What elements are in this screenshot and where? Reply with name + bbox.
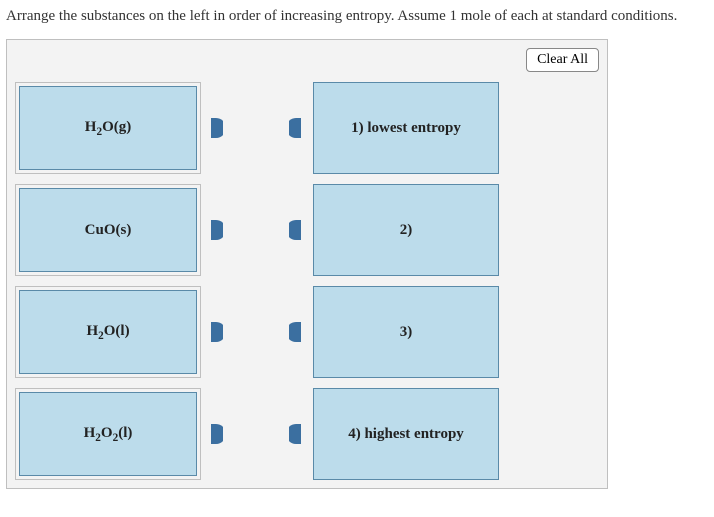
source-tile-h2o-l[interactable]: H2O(l) (19, 290, 197, 374)
target-label: 1) lowest entropy (351, 120, 461, 137)
row-2: CuO(s) 2) (15, 184, 599, 276)
source-slot-h2o2-l: H2O2(l) (15, 388, 201, 480)
drag-handle-right-icon[interactable] (211, 424, 225, 444)
question-text: Arrange the substances on the left in or… (0, 0, 714, 39)
row-1: H2O(g) 1) lowest entropy (15, 82, 599, 174)
target-label: 3) (400, 324, 413, 341)
drag-arena: Clear All H2O(g) 1) lowest entropy CuO(s) 2… (6, 39, 608, 489)
target-label: 4) highest entropy (348, 426, 464, 443)
row-4: H2O2(l) 4) highest entropy (15, 388, 599, 480)
target-slot-4[interactable]: 4) highest entropy (313, 388, 499, 480)
source-slot-h2o-l: H2O(l) (15, 286, 201, 378)
source-tile-label: CuO(s) (85, 222, 132, 239)
drag-handle-left-icon[interactable] (289, 322, 303, 342)
rows-container: H2O(g)1) lowest entropyCuO(s)2)H2O(l)3)H… (15, 82, 599, 480)
target-label: 2) (400, 222, 413, 239)
source-tile-label: H2O(l) (86, 323, 129, 342)
target-slot-2[interactable]: 2) (313, 184, 499, 276)
source-tile-h2o-g[interactable]: H2O(g) (19, 86, 197, 170)
clear-all-button[interactable]: Clear All (526, 48, 599, 72)
row-3: H2O(l) 3) (15, 286, 599, 378)
drag-handle-right-icon[interactable] (211, 322, 225, 342)
drag-handle-left-icon[interactable] (289, 220, 303, 240)
drag-spacer (201, 322, 313, 342)
drag-handle-left-icon[interactable] (289, 424, 303, 444)
drag-handle-left-icon[interactable] (289, 118, 303, 138)
drag-handle-right-icon[interactable] (211, 220, 225, 240)
source-tile-label: H2O2(l) (84, 425, 133, 444)
source-slot-cuo-s: CuO(s) (15, 184, 201, 276)
target-slot-3[interactable]: 3) (313, 286, 499, 378)
source-tile-h2o2-l[interactable]: H2O2(l) (19, 392, 197, 476)
drag-spacer (201, 220, 313, 240)
source-slot-h2o-g: H2O(g) (15, 82, 201, 174)
toolbar: Clear All (15, 48, 599, 72)
source-tile-cuo-s[interactable]: CuO(s) (19, 188, 197, 272)
target-slot-1[interactable]: 1) lowest entropy (313, 82, 499, 174)
drag-spacer (201, 424, 313, 444)
drag-spacer (201, 118, 313, 138)
drag-handle-right-icon[interactable] (211, 118, 225, 138)
source-tile-label: H2O(g) (85, 119, 131, 138)
